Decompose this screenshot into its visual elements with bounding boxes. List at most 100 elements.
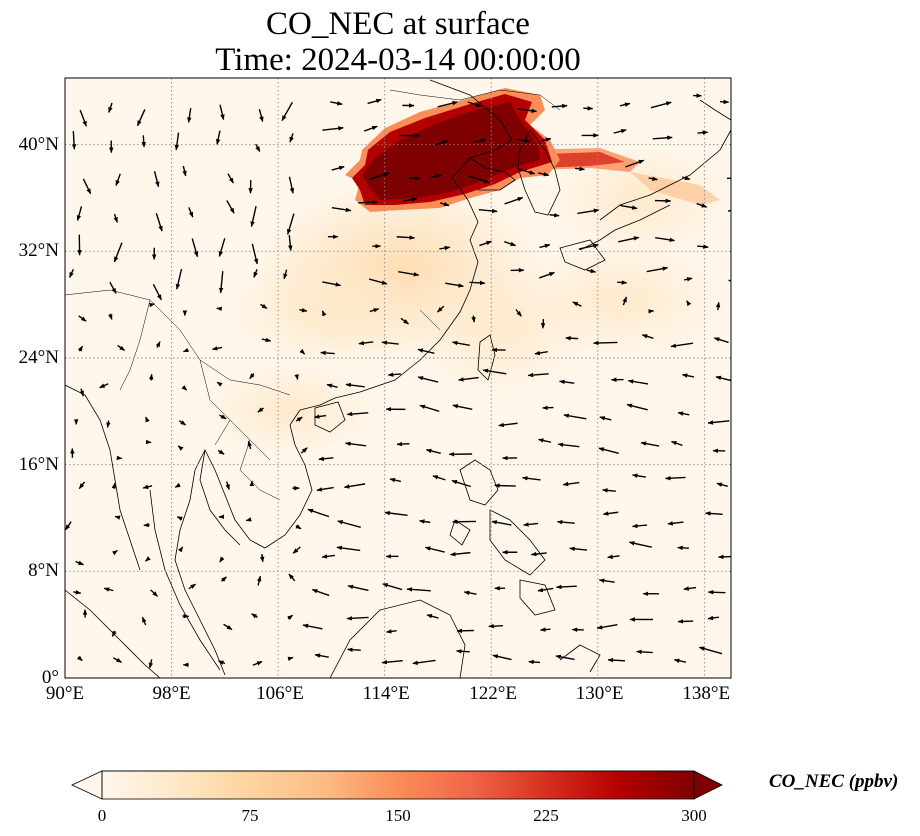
wind-arrow: [622, 296, 628, 306]
wind-arrow: [400, 317, 409, 325]
plot-title-time: Time: 2024-03-14 00:00:00: [215, 42, 581, 78]
wind-arrow: [216, 306, 222, 312]
wind-arrow: [331, 206, 352, 213]
wind-arrow: [381, 659, 403, 665]
wind-arrow: [152, 284, 162, 301]
wind-arrow: [116, 455, 123, 461]
wind-arrow: [82, 178, 92, 195]
wind-arrow: [402, 197, 418, 202]
wind-arrow: [503, 240, 517, 247]
wind-arrow: [225, 481, 230, 491]
wind-arrow: [113, 657, 123, 663]
wind-arrow: [468, 175, 490, 184]
wind-arrow: [707, 420, 730, 425]
colorbar-max-extension: [693, 770, 723, 800]
wind-arrow: [625, 159, 645, 168]
wind-arrow: [628, 541, 652, 548]
wind-arrow: [245, 517, 252, 522]
wind-arrow: [316, 486, 334, 492]
colorbar-tick-label: 75: [241, 806, 259, 825]
wind-arrow: [174, 482, 181, 488]
wind-arrow: [463, 590, 477, 596]
wind-arrow: [218, 238, 226, 257]
wind-arrow: [494, 483, 516, 488]
wind-arrow: [673, 658, 687, 663]
wind-arrow: [155, 213, 163, 232]
wind-arrow: [412, 659, 436, 665]
wind-arrow: [153, 171, 160, 188]
wind-arrow: [437, 305, 445, 313]
lon-tick-label: 130°E: [575, 683, 624, 704]
lat-tick-label: 40°N: [18, 133, 59, 155]
wind-arrow: [452, 404, 473, 411]
wind-arrow: [707, 615, 720, 621]
wind-arrow: [681, 373, 695, 378]
colorbar-tick-label: 0: [97, 806, 107, 825]
wind-arrow: [288, 573, 296, 582]
wind-arrow: [299, 307, 308, 313]
wind-arrow: [530, 551, 547, 557]
wind-arrow: [223, 623, 233, 631]
wind-arrow: [451, 340, 470, 346]
lat-tick-label: 16°N: [18, 453, 59, 475]
wind-arrow: [289, 133, 294, 143]
wind-arrow: [307, 508, 330, 518]
wind-arrow: [65, 521, 72, 531]
coastlines: [65, 79, 731, 678]
wind-arrow: [619, 102, 631, 107]
wind-arrow: [641, 334, 654, 339]
wind-arrow: [106, 420, 111, 429]
wind-arrow: [631, 523, 648, 529]
wind-arrow: [150, 589, 159, 597]
wind-arrow: [103, 587, 114, 592]
wind-arrow: [667, 521, 684, 526]
wind-arrow: [369, 172, 390, 181]
wind-arrow: [117, 344, 126, 352]
wind-arrow: [598, 447, 619, 454]
wind-arrow: [300, 447, 308, 454]
wind-arrow: [75, 560, 84, 566]
wind-arrow: [149, 302, 155, 308]
wind-arrow: [593, 340, 618, 346]
wind-arrow: [586, 268, 597, 274]
wind-arrow: [287, 213, 295, 235]
wind-arrow: [528, 659, 541, 665]
wind-arrow: [626, 403, 648, 411]
wind-arrow: [250, 205, 257, 228]
lat-tick-label: 8°N: [28, 560, 59, 582]
wind-arrow: [113, 242, 123, 263]
wind-arrow: [211, 346, 223, 351]
wind-arrow: [141, 135, 146, 148]
wind-arrow: [385, 629, 397, 634]
wind-arrow: [76, 206, 83, 222]
wind-arrow: [418, 519, 431, 524]
wind-arrow: [259, 554, 265, 563]
wind-arrow: [683, 277, 693, 282]
wind-arrow: [108, 313, 113, 320]
wind-arrow: [602, 511, 619, 516]
wind-arrow: [114, 515, 121, 520]
wind-arrow: [148, 373, 154, 381]
wind-arrow: [287, 614, 293, 621]
wind-arrow: [331, 165, 345, 171]
wind-arrow: [78, 481, 86, 489]
wind-arrow: [523, 522, 539, 527]
wind-arrow: [482, 368, 507, 375]
wind-arrow: [717, 554, 731, 560]
wind-arrow: [562, 481, 580, 487]
wind-arrow: [473, 138, 487, 143]
gridlines: [65, 78, 731, 678]
wind-arrow: [419, 404, 440, 412]
wind-arrow: [652, 135, 673, 141]
wind-arrow: [252, 660, 263, 666]
wind-arrow: [187, 107, 192, 124]
colorbar-label: CO_NEC (ppbv): [769, 771, 899, 792]
wind-arrow: [578, 243, 599, 250]
lon-tick-label: 114°E: [362, 683, 410, 704]
wind-arrow: [559, 379, 575, 385]
wind-arrow: [696, 202, 708, 208]
wind-arrow: [108, 102, 113, 113]
wind-arrow: [287, 656, 294, 662]
wind-arrow: [111, 630, 117, 637]
